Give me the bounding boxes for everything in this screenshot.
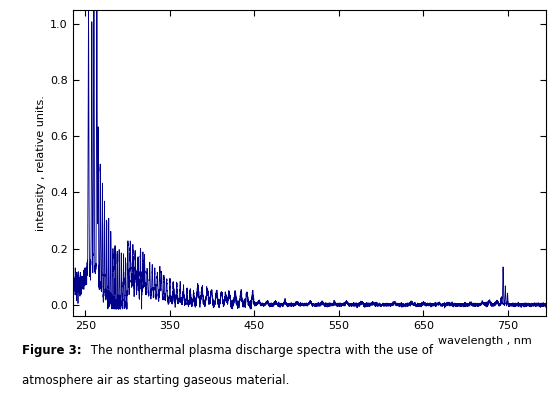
Y-axis label: intensity , relative units.: intensity , relative units.	[36, 95, 46, 231]
Text: Figure 3:: Figure 3:	[22, 344, 82, 357]
X-axis label: wavelength , nm: wavelength , nm	[437, 336, 531, 346]
Text: atmosphere air as starting gaseous material.: atmosphere air as starting gaseous mater…	[22, 374, 290, 387]
Text: The nonthermal plasma discharge spectra with the use of: The nonthermal plasma discharge spectra …	[87, 344, 433, 357]
